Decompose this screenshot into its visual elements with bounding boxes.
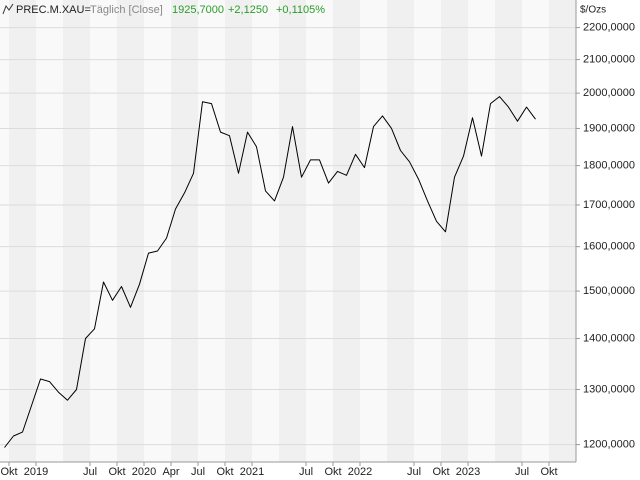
quarter-band xyxy=(279,0,306,462)
x-tick-label: Apr xyxy=(162,466,179,478)
quarter-band xyxy=(522,0,549,462)
quarter-band xyxy=(414,0,441,462)
quarter-band xyxy=(90,0,117,462)
quarter-band xyxy=(144,0,171,462)
quarter-band xyxy=(198,0,225,462)
y-tick-label: 2000,0000 xyxy=(583,87,635,99)
symbol: PREC.M.XAU= xyxy=(16,4,91,16)
x-tick-label: Okt xyxy=(0,466,17,478)
x-tick-label: Okt xyxy=(108,466,125,478)
quarter-band xyxy=(495,0,522,462)
x-tick-label: Okt xyxy=(432,466,449,478)
x-tick-label: Okt xyxy=(540,466,557,478)
quarter-band xyxy=(117,0,144,462)
x-tick-label: 2023 xyxy=(456,466,480,478)
price-line xyxy=(4,96,536,448)
y-tick-label: 1700,0000 xyxy=(583,199,635,211)
quarter-band xyxy=(63,0,90,462)
y-tick-label: 2100,0000 xyxy=(583,53,635,65)
y-tick-label: 1600,0000 xyxy=(583,241,635,253)
y-tick-label: 1200,0000 xyxy=(583,438,635,450)
quarter-band xyxy=(360,0,387,462)
y-tick-label: 1900,0000 xyxy=(583,122,635,134)
x-tick-label: Okt xyxy=(216,466,233,478)
y-tick-label: 1500,0000 xyxy=(583,285,635,297)
x-tick-label: 2022 xyxy=(348,466,372,478)
quarter-band xyxy=(171,0,198,462)
quarter-band xyxy=(0,0,9,462)
change-percent: +0,1105% xyxy=(276,4,325,16)
quarter-band xyxy=(225,0,252,462)
quarter-band xyxy=(333,0,360,462)
quarter-band xyxy=(549,0,576,462)
interval: Täglich [Close] xyxy=(90,4,163,16)
x-tick-label: Jul xyxy=(299,466,313,478)
quarter-band xyxy=(306,0,333,462)
quarter-band xyxy=(36,0,63,462)
quarter-band xyxy=(252,0,279,462)
y-tick-label: 1300,0000 xyxy=(583,383,635,395)
x-tick-label: Jul xyxy=(407,466,421,478)
change: +2,1250 xyxy=(228,4,268,16)
x-tick-label: 2021 xyxy=(240,466,264,478)
x-tick-label: Jul xyxy=(83,466,97,478)
quarter-band xyxy=(468,0,495,462)
chart-icon xyxy=(2,3,14,15)
x-tick-label: Jul xyxy=(515,466,529,478)
quarter-band xyxy=(387,0,414,462)
last-price: 1925,7000 xyxy=(172,4,224,16)
unit-label: $/Ozs xyxy=(580,5,606,16)
y-tick-label: 1800,0000 xyxy=(583,160,635,172)
y-tick-label: 2200,0000 xyxy=(583,21,635,33)
x-tick-label: 2020 xyxy=(132,466,156,478)
y-tick-label: 1400,0000 xyxy=(583,332,635,344)
x-tick-label: 2019 xyxy=(24,466,48,478)
x-tick-label: Jul xyxy=(191,466,205,478)
x-tick-label: Okt xyxy=(324,466,341,478)
quarter-band xyxy=(9,0,36,462)
